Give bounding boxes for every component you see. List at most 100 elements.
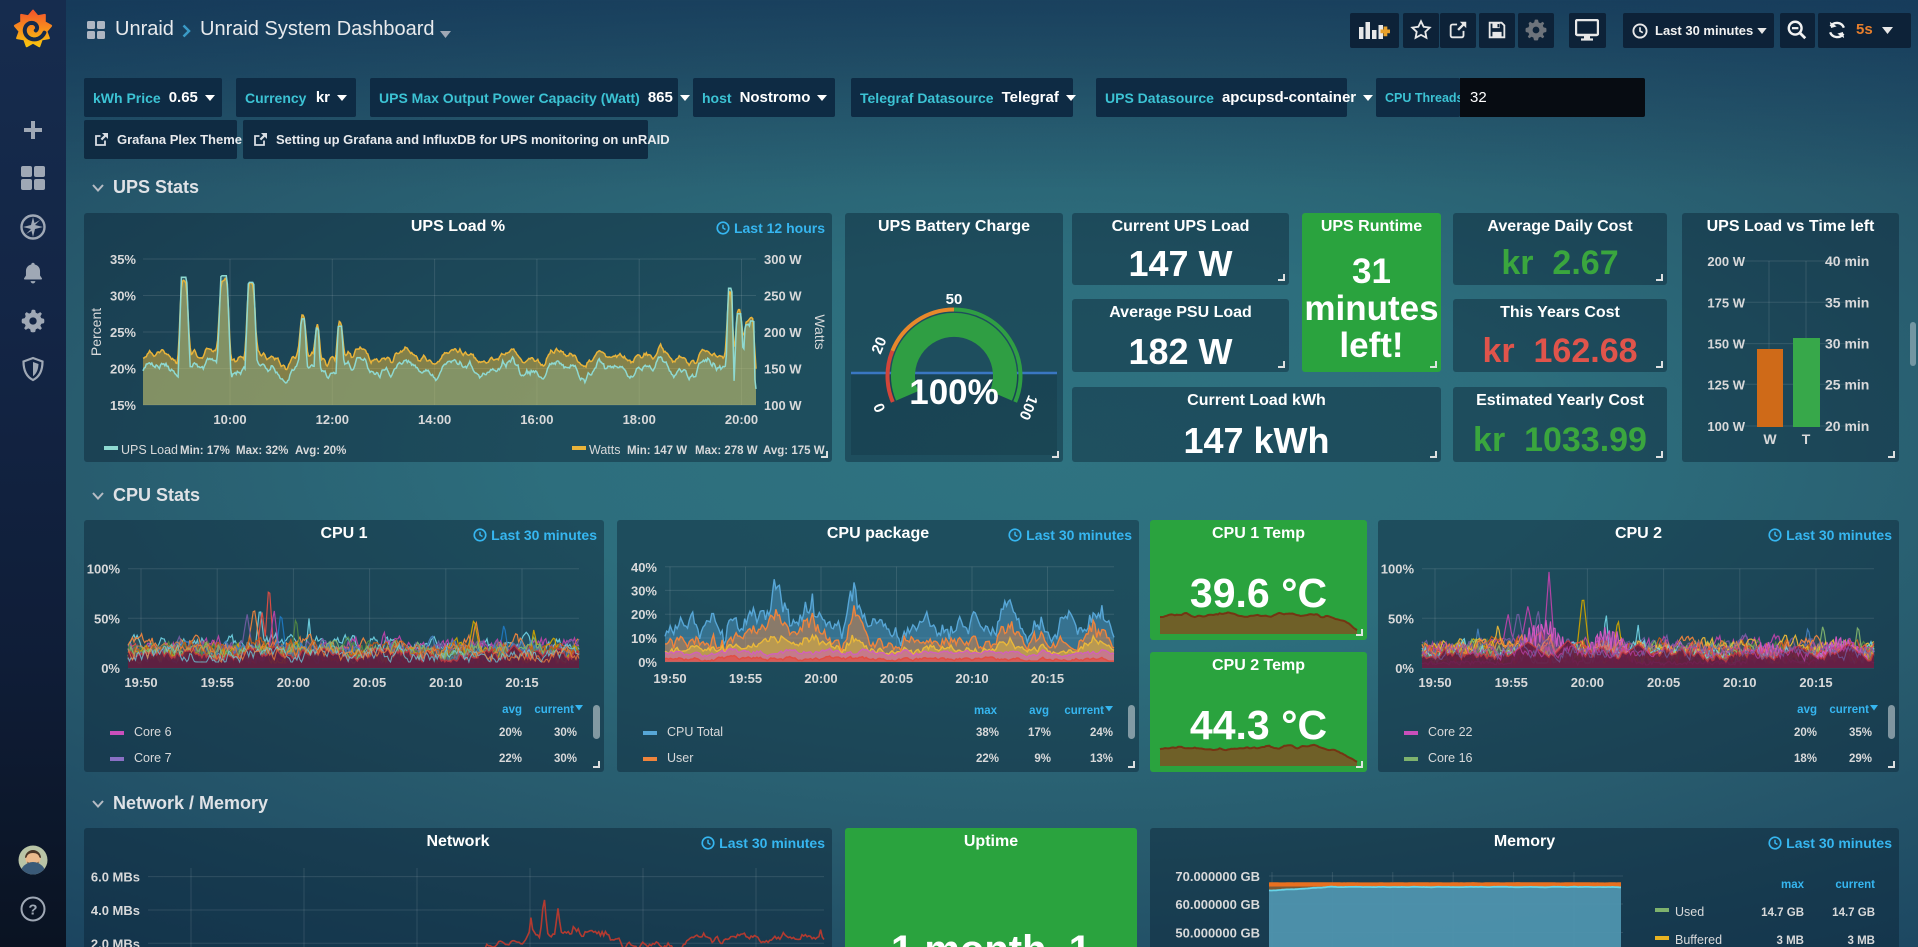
svg-text:20:00: 20:00 <box>725 412 758 427</box>
svg-text:0%: 0% <box>638 655 657 670</box>
svg-text:20:05: 20:05 <box>880 671 913 686</box>
svg-text:current: current <box>1835 879 1875 891</box>
svg-text:UPS Load: UPS Load <box>121 443 178 457</box>
svg-text:20:05: 20:05 <box>1647 675 1680 690</box>
svg-text:current: current <box>534 704 574 716</box>
svg-text:35%: 35% <box>110 252 136 267</box>
svg-text:20 min: 20 min <box>1825 418 1869 434</box>
svg-text:0%: 0% <box>1395 661 1414 676</box>
svg-text:24%: 24% <box>1090 727 1113 739</box>
svg-text:200 W: 200 W <box>1707 254 1745 269</box>
svg-text:150 W: 150 W <box>1707 337 1745 352</box>
svg-text:18%: 18% <box>1794 753 1817 765</box>
svg-text:15%: 15% <box>110 398 136 413</box>
svg-text:20:15: 20:15 <box>505 675 538 690</box>
svg-text:250 W: 250 W <box>764 289 802 304</box>
svg-text:Max: 32%: Max: 32% <box>236 445 288 457</box>
svg-text:14.7 GB: 14.7 GB <box>1761 907 1804 919</box>
svg-text:10:00: 10:00 <box>213 412 246 427</box>
svg-text:Core 6: Core 6 <box>134 725 172 739</box>
svg-text:20%: 20% <box>1794 727 1817 739</box>
svg-text:16:00: 16:00 <box>520 412 553 427</box>
svg-text:22%: 22% <box>976 753 999 765</box>
svg-text:User: User <box>667 751 693 765</box>
svg-text:19:50: 19:50 <box>124 675 157 690</box>
svg-text:?: ? <box>28 902 37 919</box>
svg-text:50%: 50% <box>94 611 120 626</box>
svg-text:30%: 30% <box>631 583 657 598</box>
svg-text:Core 16: Core 16 <box>1428 751 1473 765</box>
svg-text:100%: 100% <box>87 562 121 577</box>
svg-text:13%: 13% <box>1090 753 1113 765</box>
svg-text:38%: 38% <box>976 727 999 739</box>
svg-text:Core 22: Core 22 <box>1428 725 1473 739</box>
svg-text:Watts: Watts <box>812 314 828 349</box>
svg-text:17%: 17% <box>1028 727 1051 739</box>
svg-text:60.000000 GB: 60.000000 GB <box>1175 897 1260 912</box>
svg-text:Used: Used <box>1675 905 1704 919</box>
svg-text:10%: 10% <box>631 631 657 646</box>
svg-text:18:00: 18:00 <box>623 412 656 427</box>
svg-text:70.000000 GB: 70.000000 GB <box>1175 869 1260 884</box>
svg-text:6.0 MBs: 6.0 MBs <box>91 870 140 885</box>
svg-text:100 W: 100 W <box>764 398 802 413</box>
svg-text:20:15: 20:15 <box>1031 671 1064 686</box>
svg-text:CPU Total: CPU Total <box>667 725 723 739</box>
svg-text:12:00: 12:00 <box>316 412 349 427</box>
svg-text:avg: avg <box>1797 704 1817 716</box>
svg-text:avg: avg <box>502 704 522 716</box>
svg-text:19:55: 19:55 <box>729 671 762 686</box>
svg-text:20:05: 20:05 <box>353 675 386 690</box>
svg-text:Min: 17%: Min: 17% <box>180 445 230 457</box>
svg-text:35 min: 35 min <box>1825 294 1869 310</box>
svg-text:Avg: 20%: Avg: 20% <box>295 445 346 457</box>
svg-text:30%: 30% <box>110 289 136 304</box>
svg-text:19:50: 19:50 <box>1418 675 1451 690</box>
svg-text:30%: 30% <box>554 727 577 739</box>
svg-text:20%: 20% <box>110 362 136 377</box>
svg-text:2.0 MBs: 2.0 MBs <box>91 936 140 947</box>
svg-text:35%: 35% <box>1849 727 1872 739</box>
svg-text:20: 20 <box>868 335 890 357</box>
svg-text:0%: 0% <box>101 661 120 676</box>
svg-text:Max: 278 W: Max: 278 W <box>695 445 758 457</box>
svg-text:current: current <box>1829 704 1869 716</box>
svg-text:max: max <box>1781 879 1805 891</box>
svg-text:19:55: 19:55 <box>1495 675 1528 690</box>
svg-text:20:10: 20:10 <box>955 671 988 686</box>
svg-text:Core 7: Core 7 <box>134 751 172 765</box>
svg-text:current: current <box>1064 705 1104 717</box>
svg-text:max: max <box>974 705 998 717</box>
svg-text:175 W: 175 W <box>1707 295 1745 310</box>
svg-text:14:00: 14:00 <box>418 412 451 427</box>
svg-text:30%: 30% <box>554 753 577 765</box>
svg-text:14.7 GB: 14.7 GB <box>1832 907 1875 919</box>
svg-text:150 W: 150 W <box>764 362 802 377</box>
svg-text:300 W: 300 W <box>764 252 802 267</box>
svg-text:Percent: Percent <box>88 308 104 356</box>
svg-text:3 MB: 3 MB <box>1848 935 1875 947</box>
svg-text:20:10: 20:10 <box>429 675 462 690</box>
svg-text:100%: 100% <box>909 373 999 412</box>
svg-text:avg: avg <box>1029 705 1049 717</box>
svg-text:25%: 25% <box>110 325 136 340</box>
svg-text:22%: 22% <box>499 753 522 765</box>
svg-text:100 W: 100 W <box>1707 419 1745 434</box>
svg-text:19:55: 19:55 <box>201 675 234 690</box>
svg-text:30 min: 30 min <box>1825 336 1869 352</box>
svg-text:20:00: 20:00 <box>1571 675 1604 690</box>
svg-text:Watts: Watts <box>589 443 620 457</box>
svg-text:19:50: 19:50 <box>653 671 686 686</box>
svg-text:20:15: 20:15 <box>1799 675 1832 690</box>
svg-text:20:00: 20:00 <box>277 675 310 690</box>
svg-text:3 MB: 3 MB <box>1777 935 1804 947</box>
svg-text:20%: 20% <box>631 607 657 622</box>
svg-text:20:10: 20:10 <box>1723 675 1756 690</box>
svg-text:200 W: 200 W <box>764 325 802 340</box>
svg-text:20:00: 20:00 <box>804 671 837 686</box>
svg-text:29%: 29% <box>1849 753 1872 765</box>
svg-text:40 min: 40 min <box>1825 253 1869 269</box>
svg-text:Avg: 175 W: Avg: 175 W <box>763 445 825 457</box>
svg-text:40%: 40% <box>631 560 657 575</box>
svg-text:20%: 20% <box>499 727 522 739</box>
